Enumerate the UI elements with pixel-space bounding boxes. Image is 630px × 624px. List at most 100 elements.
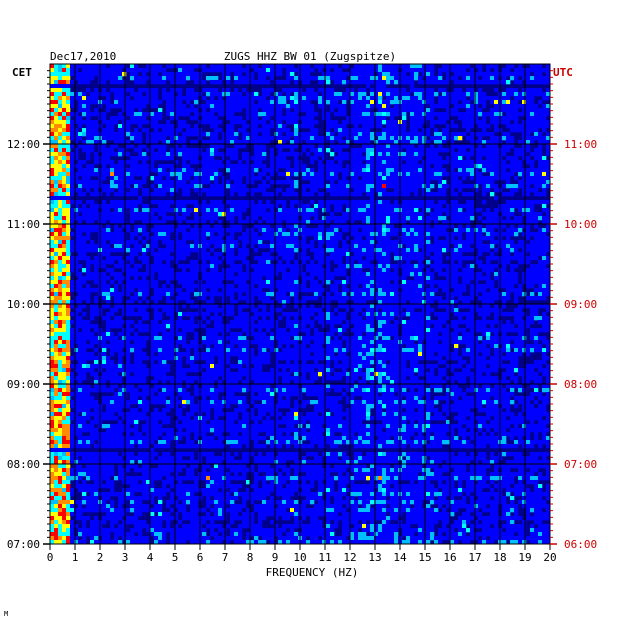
heatmap-cell (174, 160, 179, 165)
heatmap-cell (310, 144, 315, 149)
heatmap-cell (374, 68, 379, 73)
heatmap-cell (442, 188, 447, 193)
heatmap-cell (390, 192, 395, 197)
heatmap-cell (210, 100, 215, 105)
heatmap-cell (474, 188, 479, 193)
heatmap-cell (486, 156, 491, 161)
heatmap-cell (162, 76, 167, 81)
heatmap-cell (202, 220, 207, 225)
heatmap-cell (458, 172, 463, 177)
heatmap-cell (542, 80, 547, 85)
heatmap-cell (242, 76, 247, 81)
heatmap-cell (322, 112, 327, 117)
heatmap-cell (74, 264, 79, 269)
heatmap-cell (262, 88, 267, 93)
heatmap-cell (386, 164, 391, 169)
heatmap-cell (94, 136, 99, 141)
heatmap-cell (474, 164, 479, 169)
heatmap-cell (338, 160, 343, 165)
heatmap-cell (366, 244, 371, 249)
heatmap-cell (402, 124, 407, 129)
heatmap-cell (430, 160, 435, 165)
heatmap-cell (538, 232, 543, 237)
heatmap-cell (362, 204, 367, 209)
heatmap-cell (278, 200, 283, 205)
heatmap-cell (62, 148, 67, 153)
heatmap-cell (526, 88, 531, 93)
heatmap-cell (218, 140, 223, 145)
heatmap-cell (482, 104, 487, 109)
heatmap-cell (446, 212, 451, 217)
heatmap-cell (166, 172, 171, 177)
heatmap-cell (202, 272, 207, 277)
heatmap-cell (222, 204, 227, 209)
heatmap-cell (158, 156, 163, 161)
heatmap-cell (494, 232, 499, 237)
heatmap-cell (234, 152, 239, 157)
heatmap-cell (146, 260, 151, 265)
heatmap-cell (170, 72, 175, 77)
heatmap-cell (374, 80, 379, 85)
heatmap-cell (154, 168, 159, 173)
heatmap-cell (70, 160, 75, 165)
heatmap-cell (302, 124, 307, 129)
heatmap-cell (166, 240, 171, 245)
heatmap-cell (502, 116, 507, 121)
heatmap-cell (174, 136, 179, 141)
heatmap-cell (402, 252, 407, 257)
heatmap-cell (182, 108, 187, 113)
heatmap-cell (438, 192, 443, 197)
heatmap-cell (342, 168, 347, 173)
heatmap-cell (78, 172, 83, 177)
heatmap-cell (370, 180, 375, 185)
heatmap-cell (418, 236, 423, 241)
heatmap-cell (214, 116, 219, 121)
heatmap-cell (478, 64, 483, 69)
heatmap-cell (174, 184, 179, 189)
heatmap-cell (326, 92, 331, 97)
heatmap-cell (418, 92, 423, 97)
heatmap-cell (526, 148, 531, 153)
heatmap-cell (466, 124, 471, 129)
heatmap-cell (118, 136, 123, 141)
heatmap-cell (90, 216, 95, 221)
heatmap-cell (62, 172, 67, 177)
heatmap-cell (54, 204, 59, 209)
heatmap-cell (434, 204, 439, 209)
heatmap-cell (294, 212, 299, 217)
heatmap-cell (538, 72, 543, 77)
heatmap-cell (366, 152, 371, 157)
heatmap-cell (110, 124, 115, 129)
heatmap-cell (358, 200, 363, 205)
heatmap-cell (522, 112, 527, 117)
heatmap-cell (290, 204, 295, 209)
heatmap-cell (110, 68, 115, 73)
heatmap-cell (246, 188, 251, 193)
heatmap-cell (362, 212, 367, 217)
heatmap-cell (378, 248, 383, 253)
heatmap-cell (434, 208, 439, 213)
heatmap-cell (154, 152, 159, 157)
heatmap-cell (218, 188, 223, 193)
heatmap-cell (258, 176, 263, 181)
heatmap-cell (230, 148, 235, 153)
heatmap-cell (470, 208, 475, 213)
heatmap-cell (54, 228, 59, 233)
heatmap-cell (534, 108, 539, 113)
heatmap-cell (230, 240, 235, 245)
heatmap-cell (282, 256, 287, 261)
heatmap-cell (214, 204, 219, 209)
heatmap-cell (426, 96, 431, 101)
heatmap-cell (58, 220, 63, 225)
heatmap-cell (118, 180, 123, 185)
heatmap-cell (262, 144, 267, 149)
heatmap-cell (430, 192, 435, 197)
heatmap-cell (362, 72, 367, 77)
heatmap-cell (506, 140, 511, 145)
heatmap-cell (306, 136, 311, 141)
heatmap-cell (178, 120, 183, 125)
heatmap-cell (458, 232, 463, 237)
heatmap-cell (338, 132, 343, 137)
heatmap-cell (86, 76, 91, 81)
heatmap-cell (494, 164, 499, 169)
